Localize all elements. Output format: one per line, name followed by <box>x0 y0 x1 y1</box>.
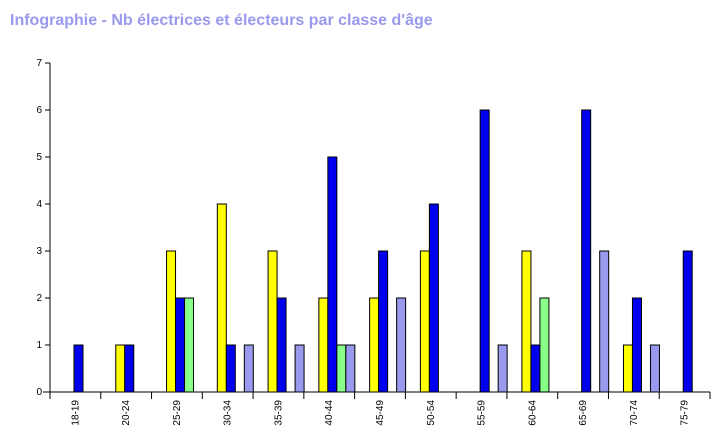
x-tick-label: 20-24 <box>121 400 132 426</box>
y-tick-label: 5 <box>36 152 42 163</box>
bar-60-64-s2 <box>539 297 550 393</box>
y-tick-label: 3 <box>36 246 42 257</box>
bar-45-49-s3 <box>396 297 407 393</box>
bar-60-64-s0 <box>521 250 532 393</box>
bar-30-34-s1 <box>225 344 236 393</box>
bar-55-59-s3 <box>497 344 508 393</box>
bar-75-79-s1 <box>682 250 693 393</box>
bar-40-44-s3 <box>345 344 356 393</box>
x-tick-label: 70-74 <box>629 400 640 426</box>
y-tick-label: 7 <box>36 58 42 69</box>
x-tick-label: 35-39 <box>273 400 284 426</box>
x-tick-label: 25-29 <box>172 400 183 426</box>
y-tick-label: 1 <box>36 340 42 351</box>
x-tick-label: 50-54 <box>426 400 437 426</box>
bar-50-54-s0 <box>419 250 430 393</box>
x-tick-label: 18-19 <box>70 400 81 426</box>
bar-70-74-s3 <box>649 344 660 393</box>
x-tick-label: 60-64 <box>527 400 538 426</box>
bar-35-39-s0 <box>267 250 278 393</box>
bar-70-74-s0 <box>622 344 633 393</box>
bar-25-29-s2 <box>184 297 195 393</box>
bar-55-59-s1 <box>479 109 490 393</box>
bar-25-29-s0 <box>166 250 177 393</box>
bar-20-24-s0 <box>115 344 126 393</box>
chart-title: Infographie - Nb électrices et électeurs… <box>10 12 433 29</box>
bar-65-69-s3 <box>599 250 610 393</box>
x-tick-label: 30-34 <box>223 400 234 426</box>
y-tick-label: 6 <box>36 105 42 116</box>
x-tick-label: 65-69 <box>578 400 589 426</box>
x-tick-label: 55-59 <box>477 400 488 426</box>
bar-65-69-s1 <box>581 109 592 393</box>
x-tick-label: 45-49 <box>375 400 386 426</box>
bar-40-44-s1 <box>327 156 338 393</box>
bar-70-74-s1 <box>631 297 642 393</box>
bar-45-49-s1 <box>378 250 389 393</box>
x-tick-label: 75-79 <box>680 400 691 426</box>
x-tick-label: 40-44 <box>324 400 335 426</box>
bars-layer <box>65 109 711 393</box>
bar-18-19-s1 <box>73 344 84 393</box>
bar-60-64-s1 <box>530 344 541 393</box>
bar-30-34-s3 <box>243 344 254 393</box>
bar-30-34-s0 <box>216 203 227 393</box>
bar-35-39-s1 <box>276 297 287 393</box>
bar-40-44-s2 <box>336 344 347 393</box>
bar-40-44-s0 <box>318 297 329 393</box>
y-tick-label: 2 <box>36 293 42 304</box>
axes-layer: 0 1 2 3 4 5 6 7 18-19 20-24 25-29 30-34 35-39 40-44 45… <box>36 58 711 426</box>
y-tick-label: 4 <box>36 199 42 210</box>
bar-50-54-s1 <box>428 203 439 393</box>
bar-20-24-s1 <box>124 344 135 393</box>
bar-35-39-s3 <box>294 344 305 393</box>
y-tick-label: 0 <box>36 387 42 398</box>
bar-25-29-s1 <box>175 297 186 393</box>
bar-45-49-s0 <box>369 297 380 393</box>
